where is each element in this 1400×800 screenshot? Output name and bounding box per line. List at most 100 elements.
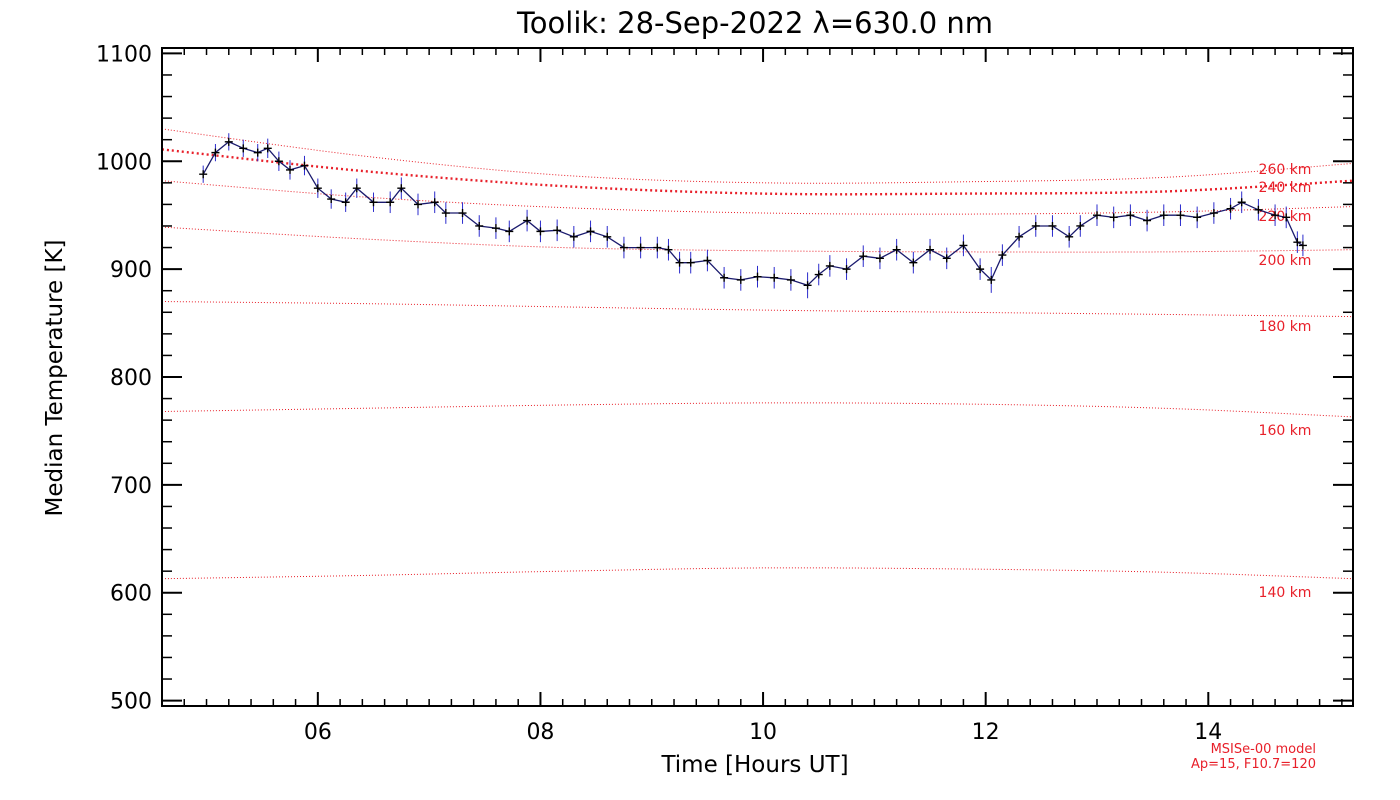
data-point [653, 243, 662, 252]
data-point [386, 198, 395, 207]
data-point [814, 270, 823, 279]
data-point [926, 245, 935, 254]
data-point [892, 245, 901, 254]
data-point [1048, 221, 1057, 230]
y-axis-label: Median Temperature [K] [42, 240, 68, 517]
data-point [770, 273, 779, 282]
data-point [286, 165, 295, 174]
data-point [1109, 213, 1118, 222]
data-point [491, 224, 500, 233]
data-point [414, 200, 423, 209]
data-line [202, 141, 1304, 287]
model-curve-label: 180 km [1259, 319, 1312, 335]
data-point [1271, 211, 1280, 220]
x-tick-label: 12 [972, 720, 1000, 745]
model-curve-140km [161, 567, 1354, 580]
data-point [825, 261, 834, 270]
data-point [842, 265, 851, 274]
data-point [875, 254, 884, 263]
model-curve-label: 260 km [1259, 162, 1312, 178]
data-point [586, 227, 595, 236]
y-tick-label: 700 [110, 474, 152, 499]
data-series [199, 133, 1307, 299]
data-point [736, 275, 745, 284]
y-tick-label: 500 [110, 690, 152, 715]
y-tick-label: 1100 [96, 42, 152, 67]
model-curve-label: 160 km [1259, 423, 1312, 439]
data-point [253, 148, 262, 157]
data-point [475, 221, 484, 230]
plot-frame [161, 47, 1354, 707]
y-tick-label: 600 [110, 582, 152, 607]
x-tick-label: 06 [304, 720, 332, 745]
data-point [211, 148, 220, 157]
data-point [636, 243, 645, 252]
data-point [942, 254, 951, 263]
data-point [569, 232, 578, 241]
y-tick-label: 800 [110, 366, 152, 391]
y-tick-label: 1000 [96, 150, 152, 175]
data-point [1282, 213, 1291, 222]
x-tick-label: 10 [749, 720, 777, 745]
model-note: MSISe-00 model [1211, 742, 1316, 757]
data-point [675, 258, 684, 267]
data-point [664, 245, 673, 254]
data-point [1076, 221, 1085, 230]
model-curve-label: 140 km [1259, 585, 1312, 601]
data-point [1159, 211, 1168, 220]
data-point [1209, 209, 1218, 218]
data-point [536, 227, 545, 236]
data-point [619, 243, 628, 252]
model-params-note: Ap=15, F10.7=120 [1191, 757, 1316, 772]
data-point [1065, 232, 1074, 241]
axis-ticks [162, 48, 1353, 706]
data-point [300, 161, 309, 170]
data-point [803, 281, 812, 290]
data-point [313, 184, 322, 193]
model-curve-220km [161, 180, 1354, 215]
data-point [430, 198, 439, 207]
model-curve-200km [161, 226, 1354, 253]
data-point [1092, 211, 1101, 220]
data-point [976, 265, 985, 274]
data-point [1226, 204, 1235, 213]
data-point [1254, 205, 1263, 214]
model-curve-180km [161, 301, 1354, 318]
data-point [720, 273, 729, 282]
data-point [1298, 241, 1307, 250]
x-tick-label: 14 [1194, 720, 1222, 745]
data-point [224, 137, 233, 146]
data-point [1176, 211, 1185, 220]
data-point [458, 209, 467, 218]
data-point [1015, 232, 1024, 241]
model-curve-260km [161, 148, 1354, 196]
data-point [441, 209, 450, 218]
data-point [959, 241, 968, 250]
model-curve-240km [161, 128, 1354, 184]
data-point [686, 258, 695, 267]
model-curve-160km [161, 402, 1354, 418]
data-point [274, 157, 283, 166]
data-point [1126, 211, 1135, 220]
x-axis-label: Time [Hours UT] [660, 752, 848, 778]
data-point [505, 227, 514, 236]
data-point [987, 275, 996, 284]
data-point [1143, 216, 1152, 225]
x-tick-label: 08 [526, 720, 554, 745]
model-curve-label: 200 km [1259, 253, 1312, 269]
data-point [263, 144, 272, 153]
data-point [1031, 221, 1040, 230]
data-point [603, 232, 612, 241]
data-point [369, 198, 378, 207]
data-point [1293, 238, 1302, 247]
data-point [786, 275, 795, 284]
data-point [239, 144, 248, 153]
model-curve-label: 240 km [1259, 180, 1312, 196]
y-tick-label: 900 [110, 258, 152, 283]
data-point [553, 226, 562, 235]
data-point [199, 170, 208, 179]
data-point [909, 258, 918, 267]
data-point [397, 184, 406, 193]
